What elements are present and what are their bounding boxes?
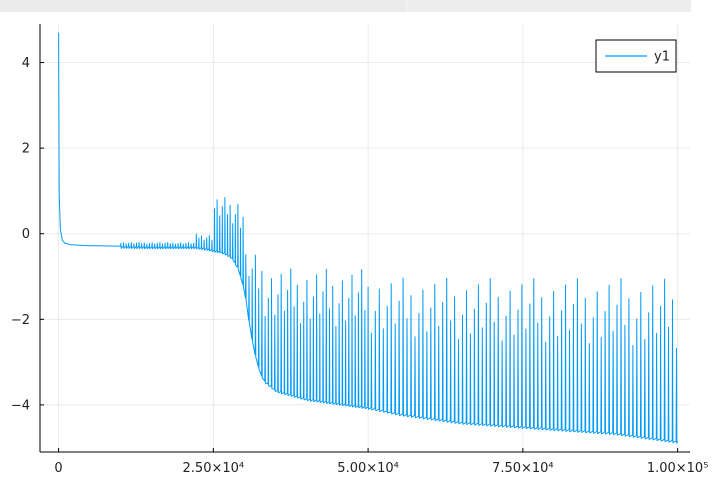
y-axis-ticks: 4 2 0 −2 −4 — [11, 56, 44, 413]
y-tick-label: 0 — [22, 227, 30, 242]
y-tick-label: −4 — [11, 398, 30, 413]
series-line-y1 — [58, 32, 679, 444]
x-axis-ticks: 0 2.50×10⁴ 5.00×10⁴ 7.50×10⁴ 1.00×10⁵ — [54, 448, 708, 476]
y-tick-label: −2 — [11, 313, 30, 328]
x-tick-label: 0 — [54, 461, 62, 476]
legend-label-y1: y1 — [654, 50, 670, 65]
x-tick-label: 2.50×10⁴ — [183, 461, 245, 476]
axes — [39, 24, 690, 453]
plot-area — [58, 32, 679, 444]
y-tick-label: 4 — [22, 56, 30, 71]
window-top-bar — [0, 0, 691, 12]
x-tick-label: 5.00×10⁴ — [337, 461, 399, 476]
legend: y1 — [595, 39, 677, 73]
window-top-bar-segment — [406, 0, 691, 12]
x-tick-label: 1.00×10⁵ — [647, 461, 709, 476]
y-tick-label: 2 — [22, 142, 30, 157]
x-tick-label: 7.50×10⁴ — [492, 461, 554, 476]
